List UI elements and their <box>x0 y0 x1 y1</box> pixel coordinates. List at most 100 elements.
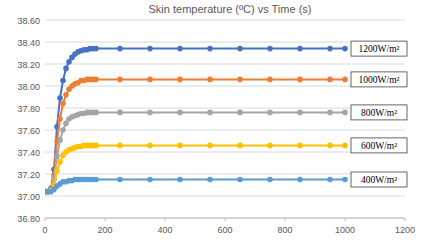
y-tick-label: 38.00 <box>17 82 40 92</box>
series-marker <box>60 78 66 84</box>
series-marker <box>93 177 99 183</box>
series-marker <box>117 77 123 83</box>
series-marker <box>342 46 348 52</box>
series-marker <box>177 110 183 116</box>
series-marker <box>207 177 213 183</box>
series-marker <box>117 177 123 183</box>
x-tick-label: 200 <box>97 225 112 235</box>
series-marker <box>177 177 183 183</box>
series-marker <box>117 143 123 149</box>
series-line <box>45 112 345 191</box>
series-marker <box>327 143 333 149</box>
y-tick-label: 37.00 <box>17 192 40 202</box>
series-marker <box>57 95 63 101</box>
series-marker <box>237 77 243 83</box>
series-marker <box>177 77 183 83</box>
series-labels: 1200W/m² 1000W/m² 800W/m² 600W/m² 400W/m² <box>351 41 407 187</box>
series-label: 1000W/m² <box>359 75 400 85</box>
series-label-box <box>351 172 407 187</box>
series-marker <box>57 116 63 122</box>
series-label-box <box>351 138 407 153</box>
series-label: 800W/m² <box>361 108 397 118</box>
series-marker <box>297 46 303 52</box>
series-marker <box>147 177 153 183</box>
series-marker <box>297 143 303 149</box>
series-marker <box>342 143 348 149</box>
series-marker <box>267 143 273 149</box>
series-label-box <box>351 41 407 56</box>
y-tick-label: 37.60 <box>17 126 40 136</box>
series-marker <box>60 101 66 107</box>
series-marker <box>327 77 333 83</box>
series-marker <box>327 110 333 116</box>
series-marker <box>327 177 333 183</box>
x-tick-label: 0 <box>42 225 47 235</box>
series-marker <box>93 143 99 149</box>
series-marker <box>177 46 183 52</box>
series-marker <box>207 77 213 83</box>
series-marker <box>297 110 303 116</box>
series-marker <box>207 46 213 52</box>
series-marker <box>54 154 60 160</box>
series-marker <box>147 77 153 83</box>
series-marker <box>93 46 99 52</box>
series-line <box>45 79 345 191</box>
grid-line <box>45 218 405 219</box>
series-line <box>45 145 345 191</box>
x-tick-label: 600 <box>217 225 232 235</box>
series-label: 1200W/m² <box>359 44 400 54</box>
series-label-box <box>351 72 407 87</box>
chart: Skin temperature (ºC) vs Time (s) 36.80 37… <box>0 0 441 249</box>
series-label-box <box>351 105 407 120</box>
series-marker <box>63 66 69 72</box>
series-marker <box>267 46 273 52</box>
series-marker <box>54 168 60 174</box>
series-marker <box>60 127 66 133</box>
series-marker <box>327 46 333 52</box>
x-axis <box>45 218 405 219</box>
background <box>0 0 441 249</box>
title: Skin temperature (ºC) vs Time (s) <box>149 3 312 15</box>
series-marker <box>93 110 99 116</box>
grid-line <box>45 64 405 65</box>
series-marker <box>237 110 243 116</box>
series-marker <box>237 143 243 149</box>
series-label: 600W/m² <box>361 141 397 151</box>
series-marker <box>237 46 243 52</box>
series-marker <box>147 46 153 52</box>
series-marker <box>117 110 123 116</box>
series-marker <box>342 77 348 83</box>
series-marker <box>297 177 303 183</box>
x-tick-label: 1000 <box>335 225 355 235</box>
y-tick-label: 37.80 <box>17 104 40 114</box>
series-marker <box>207 110 213 116</box>
series-marker <box>342 177 348 183</box>
series-marker <box>147 110 153 116</box>
x-tick-label: 1200 <box>395 225 415 235</box>
series-marker <box>297 77 303 83</box>
series-marker <box>267 177 273 183</box>
series-marker <box>117 46 123 52</box>
series-marker <box>267 110 273 116</box>
series-marker <box>237 177 243 183</box>
series-marker <box>207 143 213 149</box>
plot-area <box>45 46 348 195</box>
grid-line <box>45 20 405 21</box>
y-tick-label: 38.40 <box>17 38 40 48</box>
series-marker <box>57 137 63 143</box>
series-marker <box>177 143 183 149</box>
x-tick-label: 800 <box>277 225 292 235</box>
series-label: 400W/m² <box>361 175 397 185</box>
y-tick-label: 37.20 <box>17 170 40 180</box>
series-marker <box>93 77 99 83</box>
series-marker <box>63 92 69 98</box>
series-marker <box>147 143 153 149</box>
y-tick-label: 37.40 <box>17 148 40 158</box>
y-tick-label: 38.20 <box>17 60 40 70</box>
series-line <box>45 49 345 192</box>
y-tick-label: 36.80 <box>17 214 40 224</box>
x-tick-label: 400 <box>157 225 172 235</box>
y-tick-label: 38.60 <box>17 16 40 26</box>
series-marker <box>342 110 348 116</box>
series-marker <box>57 159 63 165</box>
